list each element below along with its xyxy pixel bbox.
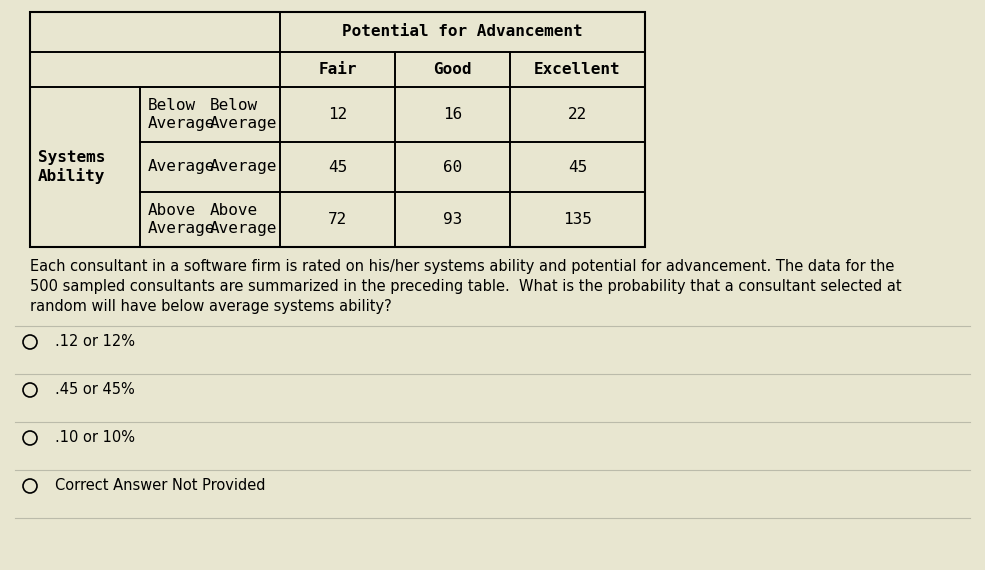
Text: 45: 45 [328,160,347,174]
Text: Average: Average [210,160,278,174]
Bar [510,192,645,247]
Bar [280,12,645,52]
Text: Above
Average: Above Average [210,203,278,236]
Text: .45 or 45%: .45 or 45% [55,382,135,397]
Text: 93: 93 [443,212,462,227]
Bar [30,87,140,247]
Text: .12 or 12%: .12 or 12% [55,335,135,349]
Bar [30,12,280,52]
Bar [140,142,280,192]
Bar [140,192,280,247]
Text: Potential for Advancement: Potential for Advancement [342,25,583,39]
Text: 72: 72 [328,212,347,227]
Bar [395,52,510,87]
Bar [510,142,645,192]
Bar [280,87,395,142]
Bar [395,87,510,142]
Text: Fair: Fair [318,62,357,77]
Bar [30,52,280,87]
Text: 16: 16 [443,107,462,122]
Text: .10 or 10%: .10 or 10% [55,430,135,446]
Bar [280,192,395,247]
Text: Below
Average: Below Average [148,98,216,131]
Text: 135: 135 [563,212,592,227]
Text: Excellent: Excellent [534,62,621,77]
Text: Correct Answer Not Provided: Correct Answer Not Provided [55,478,266,494]
Text: Below
Average: Below Average [210,98,278,131]
Text: Systems
Ability: Systems Ability [38,150,105,184]
Bar [395,192,510,247]
Text: 12: 12 [328,107,347,122]
Bar [510,87,645,142]
Text: 22: 22 [568,107,587,122]
Text: Each consultant in a software firm is rated on his/her systems ability and poten: Each consultant in a software firm is ra… [30,259,901,314]
Bar [280,142,395,192]
Bar [395,142,510,192]
Text: Above
Average: Above Average [148,203,216,236]
Bar [280,52,395,87]
Bar [510,52,645,87]
Text: Average: Average [148,160,216,174]
Text: Good: Good [433,62,472,77]
Text: 60: 60 [443,160,462,174]
Bar [140,87,280,142]
Bar [30,12,645,247]
Text: 45: 45 [568,160,587,174]
